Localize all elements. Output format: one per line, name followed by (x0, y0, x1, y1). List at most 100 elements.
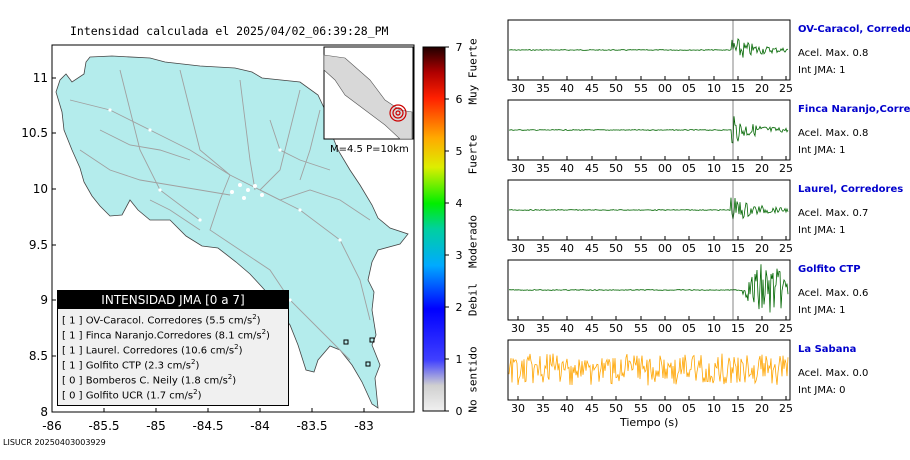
legend-item-close-paren: ) (256, 315, 261, 327)
map-ytick: 10.5 (21, 126, 48, 140)
time-tick-label: 50 (609, 82, 623, 95)
map-xtick: -85 (146, 419, 166, 433)
station-acel-max: Acel. Max. 0.8 (798, 128, 869, 139)
legend-item-value: (1.8 cm/s (180, 375, 228, 387)
legend-item-station: Finca Naranjo.Corredores (85, 330, 212, 342)
legend-item: [ 0 ] Bomberos C. Neily (1.8 cm/s2) (62, 373, 236, 386)
time-tick-label: 15 (731, 82, 745, 95)
legend-item-value: (10.6 cm/s (180, 345, 235, 357)
time-tick-label: 50 (609, 162, 623, 175)
time-tick-label: 00 (658, 242, 672, 255)
legend-item-close-paren: ) (195, 360, 200, 372)
colorbar-tick: 6 (455, 93, 463, 106)
time-tick-label: 10 (707, 322, 721, 335)
time-tick-label: 25 (779, 162, 793, 175)
time-tick-label: 40 (560, 322, 574, 335)
colorbar-label-no-sentido: No sentido (466, 346, 480, 413)
time-tick-label: 40 (560, 242, 574, 255)
legend-item-close-paren: ) (197, 390, 202, 402)
colorbar-tick: 5 (455, 145, 463, 158)
time-tick-label: 40 (560, 162, 574, 175)
map-xtick: -85.5 (88, 419, 120, 433)
time-tick-label: 55 (634, 242, 648, 255)
seismogram-trace (508, 264, 789, 313)
time-tick-label: 25 (779, 82, 793, 95)
time-tick-label: 25 (779, 242, 793, 255)
time-tick-label: 00 (658, 322, 672, 335)
time-tick-label: 30 (511, 242, 525, 255)
time-tick-label: 55 (634, 322, 648, 335)
station-markers (343, 337, 375, 367)
station-name: La Sabana (798, 344, 857, 355)
time-tick-label: 35 (536, 242, 550, 255)
time-tick-label: 20 (755, 82, 769, 95)
colorbar-label-debil: Debil (466, 282, 480, 317)
legend-item-station: Bomberos C. Neily (85, 375, 178, 387)
colorbar-tick: 0 (455, 405, 463, 418)
colorbar (422, 46, 446, 412)
inset-magnitude-label: M=4.5 P=10km (330, 144, 409, 155)
time-tick-label: 15 (731, 242, 745, 255)
legend-item-close-paren: ) (266, 330, 270, 342)
time-tick-label: 20 (755, 242, 769, 255)
seismogram-trace (508, 353, 789, 386)
footer-id: LISUCR 20250403003929 (3, 438, 106, 447)
legend-item-station: OV-Caracol. Corredores (85, 315, 203, 327)
time-tick-label: 15 (731, 322, 745, 335)
time-tick-label: 45 (585, 162, 599, 175)
time-tick-label: 50 (609, 322, 623, 335)
time-tick-label: 00 (658, 402, 672, 415)
map-xtick: -86 (42, 419, 62, 433)
station-int-jma: Int JMA: 1 (798, 65, 846, 76)
legend-item-unit-exponent: 2 (234, 343, 239, 351)
legend-item-value: (8.1 cm/s (214, 330, 262, 342)
time-tick-label: 50 (609, 242, 623, 255)
time-tick-label: 20 (755, 402, 769, 415)
map-title: Intensidad calculada el 2025/04/02_06:39… (70, 24, 389, 38)
time-tick-label: 35 (536, 162, 550, 175)
legend-item-level: [ 1 ] (62, 315, 83, 327)
legend-item-close-paren: ) (232, 375, 237, 387)
legend-item-unit-exponent: 2 (227, 373, 233, 381)
time-tick-label: 45 (585, 242, 599, 255)
time-tick-label: 30 (511, 162, 525, 175)
time-tick-label: 05 (682, 242, 696, 255)
map-xtick: -84.5 (192, 419, 224, 433)
legend-item-unit-exponent: 2 (252, 313, 257, 321)
time-tick-label: 30 (511, 322, 525, 335)
legend-item-unit-exponent: 2 (191, 358, 196, 366)
station-acel-max: Acel. Max. 0.7 (798, 208, 869, 219)
road-network (69, 69, 371, 361)
legend-item-level: [ 0 ] (62, 390, 83, 402)
time-tick-label: 10 (707, 162, 721, 175)
station-name: Laurel, Corredores (798, 184, 904, 195)
map-ytick: 10 (32, 182, 48, 196)
station-int-jma: Int JMA: 1 (798, 305, 846, 316)
time-tick-label: 25 (779, 322, 793, 335)
legend-item: [ 1 ] Golfito CTP (2.3 cm/s2) (62, 358, 199, 371)
map-ytick: 8.5 (28, 349, 48, 363)
legend-item: [ 1 ] Laurel. Corredores (10.6 cm/s2) (62, 343, 242, 356)
station-int-jma: Int JMA: 1 (798, 145, 846, 156)
legend-item-unit-exponent: 2 (261, 328, 267, 336)
station-name: Golfito CTP (798, 264, 861, 275)
time-tick-label: 35 (536, 82, 550, 95)
time-tick-label: 05 (682, 82, 696, 95)
legend-item-value: (5.5 cm/s (205, 315, 253, 327)
colorbar-tick: 1 (455, 353, 463, 366)
time-tick-label: 50 (609, 402, 623, 415)
station-name: Finca Naranjo,Corredor (798, 104, 910, 115)
time-tick-label: 20 (755, 162, 769, 175)
colorbar-label-fuerte: Fuerte (466, 134, 480, 175)
seismogram-trace (508, 197, 789, 220)
time-tick-label: 25 (779, 402, 793, 415)
colorbar-tick: 4 (455, 197, 463, 210)
seismogram-trace (508, 116, 789, 144)
legend-item-value: (2.3 cm/s (144, 360, 192, 372)
time-tick-label: 05 (682, 322, 696, 335)
time-tick-label: 05 (682, 162, 696, 175)
epicenter-marker (389, 104, 407, 122)
legend-item-station: Golfito UCR (85, 390, 144, 402)
time-tick-label: 45 (585, 322, 599, 335)
